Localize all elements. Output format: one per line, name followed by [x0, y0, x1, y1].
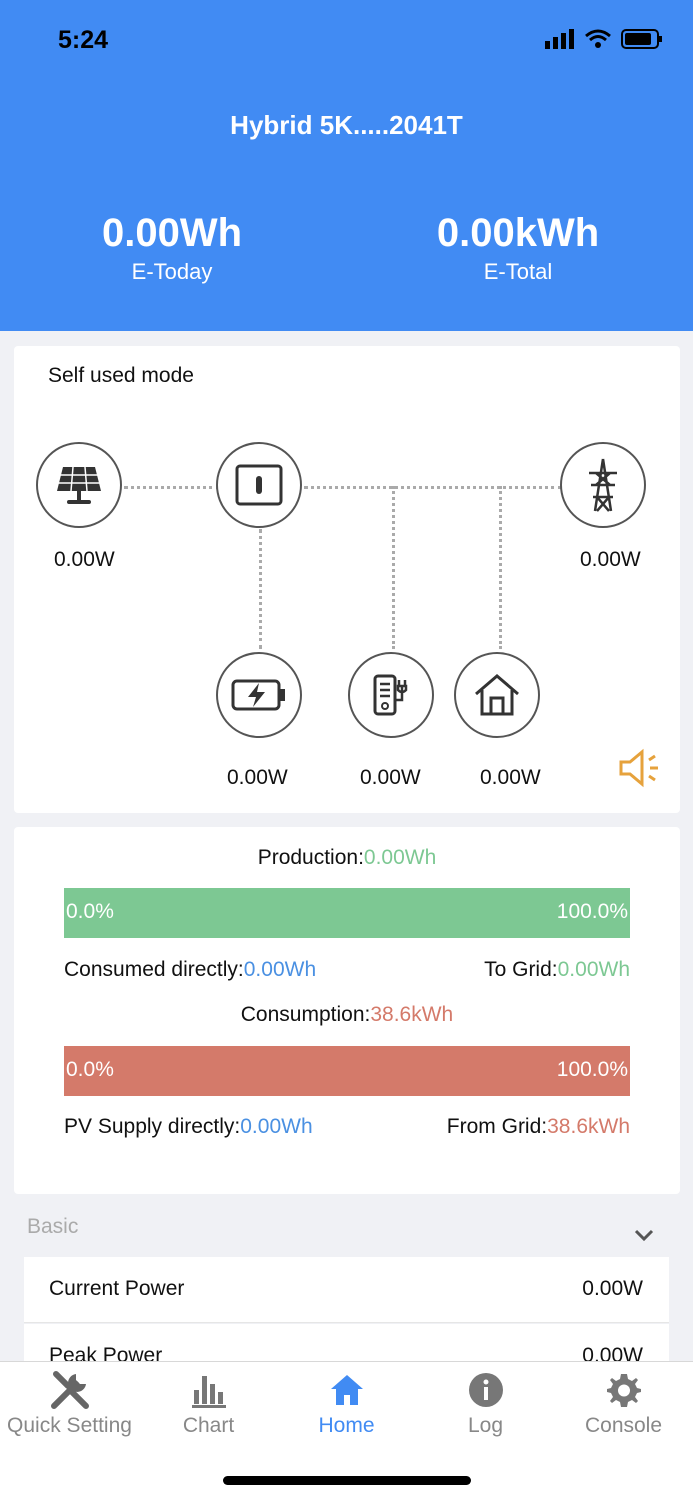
e-today-stat: 0.00Wh E-Today	[22, 210, 322, 288]
consumed-directly: Consumed directly:0.00Wh	[64, 958, 316, 982]
e-today-value: 0.00Wh	[101, 211, 243, 255]
status-time: 5:24	[58, 26, 109, 54]
from-grid: From Grid:38.6kWh	[447, 1115, 630, 1139]
tab-log[interactable]: Log	[416, 1362, 555, 1452]
solar-panel-icon	[57, 466, 101, 504]
speaker-icon[interactable]	[618, 748, 662, 788]
pv-supply-directly: PV Supply directly:0.00Wh	[64, 1115, 313, 1139]
energy-flow-card: Self used mode 0.00W 0.00W 0.00W	[14, 346, 680, 813]
bar-chart-icon	[191, 1376, 226, 1408]
grid-power-value: 0.00W	[580, 548, 641, 571]
tab-quick-setting[interactable]: Quick Setting	[0, 1362, 139, 1452]
charger-power-value: 0.00W	[360, 766, 421, 789]
grid-node[interactable]	[560, 442, 646, 528]
e-total-label: E-Total	[483, 259, 553, 284]
battery-icon	[621, 29, 662, 49]
house-icon	[475, 674, 519, 716]
e-today-label: E-Today	[131, 259, 213, 284]
home-icon	[330, 1375, 363, 1405]
production-value: 0.00Wh	[363, 846, 437, 869]
consumption-label: Consumption:	[240, 1003, 371, 1026]
chevron-down-icon[interactable]	[633, 1228, 655, 1242]
charger-node[interactable]	[348, 652, 434, 738]
battery-node[interactable]	[216, 652, 302, 738]
current-power-row: Current Power 0.00W	[24, 1257, 669, 1323]
inverter-node[interactable]	[216, 442, 302, 528]
consumption-value: 38.6kWh	[370, 1003, 454, 1026]
device-title: Hybrid 5K.....2041T	[230, 110, 463, 140]
tab-quick-setting-label: Quick Setting	[7, 1414, 132, 1437]
consumption-bar-end: 100.0%	[556, 1058, 628, 1081]
tab-home-label: Home	[318, 1414, 375, 1437]
consumption-bar: 0.0% 100.0%	[64, 1046, 630, 1096]
e-total-stat: 0.00kWh E-Total	[368, 210, 668, 288]
current-power-value: 0.00W	[582, 1277, 643, 1300]
tab-chart-label: Chart	[182, 1414, 235, 1437]
ev-charger-icon	[373, 674, 408, 716]
tab-home[interactable]: Home	[277, 1362, 416, 1452]
basic-section-title: Basic	[27, 1215, 79, 1238]
production-line: Production:0.00Wh	[14, 846, 680, 870]
from-grid-value: 38.6kWh	[547, 1115, 630, 1138]
inverter-icon	[235, 464, 283, 506]
tab-log-label: Log	[467, 1414, 504, 1437]
consumption-line: Consumption:38.6kWh	[14, 1003, 680, 1027]
production-bar-start: 0.0%	[66, 900, 114, 923]
tab-chart[interactable]: Chart	[139, 1362, 278, 1452]
consumed-directly-value: 0.00Wh	[243, 958, 317, 981]
to-grid: To Grid:0.00Wh	[484, 958, 630, 982]
signal-icon	[545, 29, 574, 49]
to-grid-value: 0.00Wh	[557, 958, 630, 981]
home-power-value: 0.00W	[480, 766, 541, 789]
pv-supply-value: 0.00Wh	[240, 1115, 313, 1138]
energy-summary-card: Production:0.00Wh 0.0% 100.0% Consumed d…	[14, 827, 680, 1194]
flow-line	[124, 486, 220, 489]
from-grid-label: From Grid:	[446, 1115, 548, 1138]
gear-icon	[606, 1374, 641, 1407]
home-indicator	[223, 1476, 471, 1485]
to-grid-label: To Grid:	[484, 958, 558, 981]
flow-line	[304, 486, 562, 489]
solar-panel-node[interactable]	[36, 442, 122, 528]
tab-console[interactable]: Console	[554, 1362, 693, 1452]
production-bar: 0.0% 100.0%	[64, 888, 630, 938]
consumed-directly-label: Consumed directly:	[64, 958, 244, 981]
pv-supply-label: PV Supply directly:	[64, 1115, 241, 1138]
tools-icon	[50, 1371, 89, 1409]
battery-power-value: 0.00W	[227, 766, 288, 789]
consumption-bar-start: 0.0%	[66, 1058, 114, 1081]
production-bar-end: 100.0%	[556, 900, 628, 923]
home-node[interactable]	[454, 652, 540, 738]
info-icon	[468, 1373, 503, 1407]
production-label: Production:	[257, 846, 364, 869]
wifi-icon	[585, 29, 611, 48]
e-total-value: 0.00kWh	[436, 211, 600, 255]
pv-power-value: 0.00W	[54, 548, 115, 571]
current-power-label: Current Power	[49, 1277, 185, 1300]
flow-line	[499, 486, 502, 649]
header: 5:24 Hybrid 5K.....2041T 0.00Wh E-Today …	[0, 0, 693, 331]
tab-console-label: Console	[584, 1414, 663, 1437]
flow-line	[259, 529, 262, 649]
mode-label: Self used mode	[48, 364, 194, 387]
status-icons	[545, 28, 663, 50]
transmission-tower-icon	[589, 458, 617, 512]
battery-charge-icon	[231, 679, 285, 711]
flow-line	[392, 486, 395, 649]
